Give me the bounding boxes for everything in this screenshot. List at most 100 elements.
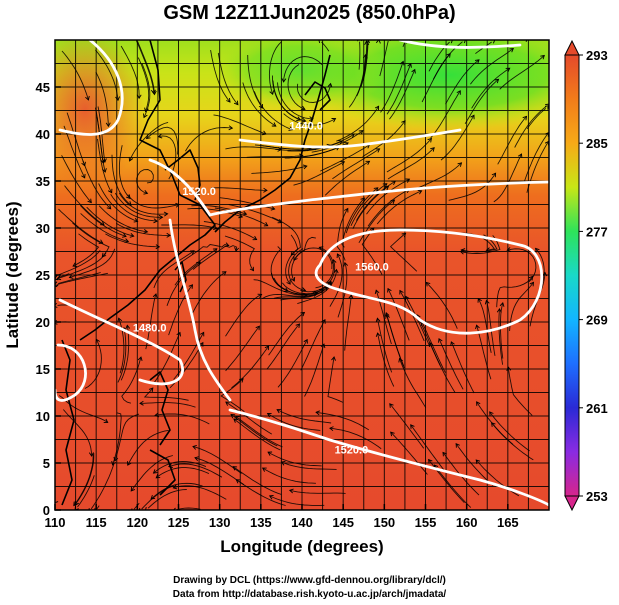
colorbar-bottom-arrow bbox=[564, 495, 580, 512]
colorbar-top-arrow bbox=[564, 39, 580, 56]
warm-region bbox=[55, 40, 145, 190]
streamline-arrowhead bbox=[226, 97, 231, 103]
y-tick-label: 35 bbox=[36, 174, 50, 189]
streamline-arrowhead bbox=[290, 276, 296, 282]
streamline-arrowhead bbox=[505, 67, 511, 72]
streamline-arrowhead bbox=[375, 40, 381, 44]
y-tick-label: 40 bbox=[36, 127, 50, 142]
streamline bbox=[507, 367, 533, 416]
streamline bbox=[127, 194, 180, 209]
streamline bbox=[287, 64, 306, 110]
streamline-arrowhead bbox=[143, 113, 148, 119]
streamline-arrowhead bbox=[430, 147, 435, 152]
streamline-arrowhead bbox=[331, 118, 337, 123]
streamline bbox=[311, 130, 364, 153]
streamline bbox=[289, 489, 346, 494]
streamline-arrowhead bbox=[544, 105, 549, 110]
streamline bbox=[194, 457, 245, 485]
x-tick-label: 145 bbox=[332, 515, 354, 530]
streamline-arrowhead bbox=[88, 452, 94, 457]
streamline-arrowhead bbox=[153, 218, 158, 224]
streamline-arrowhead bbox=[152, 469, 158, 474]
streamline-arrowhead bbox=[263, 221, 269, 227]
streamline-arrowhead bbox=[331, 356, 336, 361]
contour-label: 1480.0 bbox=[133, 322, 167, 334]
streamline bbox=[185, 127, 233, 152]
streamline-arrowhead bbox=[522, 115, 528, 121]
streamline-arrowhead bbox=[221, 271, 227, 276]
streamline-arrowhead bbox=[103, 418, 109, 423]
x-tick-label: 110 bbox=[45, 515, 66, 530]
streamline-arrowhead bbox=[405, 295, 410, 301]
streamline-arrowhead bbox=[442, 451, 447, 457]
streamline-arrowhead bbox=[55, 281, 59, 287]
streamline bbox=[360, 43, 368, 87]
streamline bbox=[141, 63, 151, 118]
streamline bbox=[455, 443, 494, 486]
streamline-arrowhead bbox=[327, 82, 333, 88]
y-tick-label: 45 bbox=[36, 80, 50, 95]
streamline-arrowhead bbox=[496, 308, 502, 313]
streamline bbox=[57, 272, 101, 284]
streamline bbox=[110, 193, 158, 222]
streamline bbox=[497, 116, 527, 165]
streamline-arrowhead bbox=[157, 133, 163, 139]
streamline bbox=[262, 145, 318, 150]
streamline-arrowhead bbox=[173, 507, 176, 510]
streamline bbox=[344, 294, 352, 351]
streamline bbox=[300, 319, 326, 371]
streamline-arrowhead bbox=[474, 59, 480, 64]
streamline bbox=[269, 495, 325, 506]
streamline bbox=[281, 461, 337, 470]
streamline bbox=[283, 113, 336, 126]
streamline-arrowhead bbox=[150, 494, 156, 500]
streamline bbox=[485, 300, 496, 356]
contour-label: 1520.0 bbox=[182, 186, 216, 198]
streamline-arrowhead bbox=[302, 164, 308, 170]
streamline bbox=[58, 395, 108, 423]
streamline-arrowhead bbox=[225, 401, 230, 406]
streamline bbox=[176, 507, 201, 510]
streamline-arrowhead bbox=[529, 281, 535, 287]
streamline bbox=[266, 323, 300, 370]
streamline-arrowhead bbox=[374, 289, 380, 295]
contour-label: 1520.0 bbox=[335, 445, 369, 457]
streamline bbox=[261, 293, 318, 300]
streamline bbox=[471, 67, 510, 109]
streamline bbox=[187, 208, 243, 218]
y-tick-label: 20 bbox=[36, 315, 50, 330]
streamline bbox=[285, 234, 299, 285]
streamline bbox=[94, 107, 104, 164]
streamline bbox=[98, 183, 138, 222]
streamline bbox=[210, 50, 231, 103]
contour-northwest bbox=[58, 40, 124, 136]
streamline bbox=[438, 338, 464, 390]
map-field: 1440.0 1520.0 1560.0 1480.0 1520.0 bbox=[55, 40, 549, 510]
streamline-arrowhead bbox=[327, 280, 332, 286]
streamline bbox=[498, 308, 504, 365]
streamline-arrowhead bbox=[318, 40, 323, 44]
streamline-arrowhead bbox=[55, 275, 59, 281]
streamline bbox=[214, 207, 268, 227]
streamline bbox=[225, 325, 260, 372]
streamline-arrowhead bbox=[450, 341, 455, 346]
streamline bbox=[112, 412, 122, 466]
streamline-arrowhead bbox=[166, 232, 171, 238]
streamline bbox=[114, 413, 140, 462]
coastlines bbox=[61, 40, 331, 506]
streamline-arrowhead bbox=[489, 411, 494, 417]
streamline-arrowhead bbox=[344, 207, 349, 213]
streamline-arrowhead bbox=[455, 442, 460, 448]
streamline bbox=[268, 312, 305, 356]
streamline bbox=[225, 294, 262, 337]
streamline bbox=[120, 45, 140, 99]
streamline bbox=[499, 55, 545, 90]
streamline-arrowhead bbox=[139, 400, 144, 406]
streamline-arrowhead bbox=[192, 444, 197, 450]
streamline bbox=[477, 298, 492, 353]
streamline-arrowhead bbox=[73, 501, 78, 507]
colorbar-label: 261 bbox=[586, 401, 608, 416]
streamline bbox=[491, 422, 534, 461]
coastline-japan bbox=[214, 54, 331, 233]
